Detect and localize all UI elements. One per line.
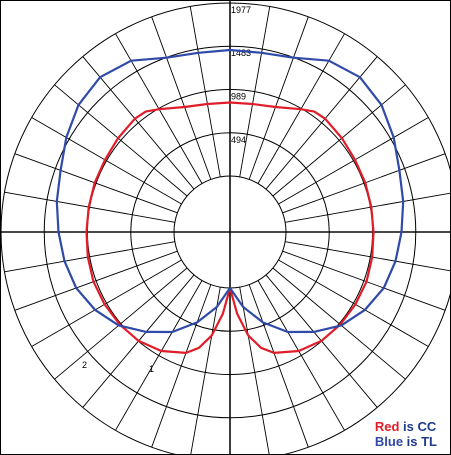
- spoke-30: [257, 280, 345, 431]
- radial-tick-label: 989: [231, 91, 246, 101]
- spoke-240: [31, 117, 182, 205]
- spoke-50: [272, 267, 406, 380]
- spoke-350: [190, 287, 221, 455]
- spoke-340: [151, 284, 212, 448]
- spoke-70: [282, 250, 446, 311]
- spoke-310: [54, 267, 188, 380]
- radial-tick-label: 1483: [231, 48, 251, 58]
- spoke-330: [115, 280, 203, 431]
- angle-tick-label: 1: [149, 364, 154, 374]
- legend-item-cc: Red is CC: [375, 419, 437, 434]
- spoke-200: [151, 16, 212, 180]
- spoke-140: [265, 56, 378, 190]
- spoke-280: [4, 241, 175, 273]
- spoke-250: [14, 153, 178, 214]
- spoke-110: [282, 153, 446, 214]
- legend-red-text: is CC: [399, 419, 437, 434]
- radial-tick-label: 1977: [231, 5, 251, 15]
- radial-tick-label: 494: [231, 135, 246, 145]
- spoke-10: [239, 287, 270, 455]
- spoke-120: [278, 117, 429, 205]
- series-line-cc: [85, 101, 375, 354]
- spoke-190: [189, 6, 221, 177]
- spoke-230: [54, 84, 188, 197]
- spoke-170: [239, 6, 271, 177]
- spoke-220: [82, 56, 195, 190]
- spoke-60: [278, 259, 429, 347]
- legend-blue-word: Blue: [374, 434, 404, 449]
- spoke-20: [248, 284, 309, 448]
- legend-red-word: Red: [374, 419, 400, 434]
- spoke-80: [285, 241, 451, 272]
- legend: Red is CC Blue is TL: [375, 419, 437, 449]
- spoke-290: [14, 250, 178, 311]
- series-line-tl: [55, 48, 405, 334]
- angle-tick-label: 2: [82, 360, 87, 370]
- spoke-130: [272, 84, 406, 197]
- legend-blue-text: is TL: [403, 434, 437, 449]
- spoke-300: [31, 259, 182, 347]
- spoke-160: [248, 16, 309, 180]
- legend-item-tl: Blue is TL: [375, 434, 437, 449]
